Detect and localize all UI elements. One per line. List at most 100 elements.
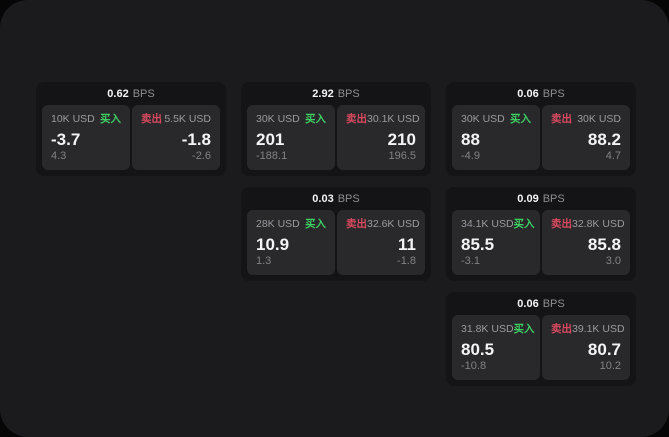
buy-amount: 28K USD <box>256 218 300 230</box>
card-header: 0.06 BPS <box>446 292 636 315</box>
buy-header-row: 28K USD 买入 <box>256 218 326 231</box>
buy-amount: 31.8K USD <box>461 323 514 335</box>
buy-header-row: 30K USD 买入 <box>461 113 531 126</box>
buy-price: 88 <box>461 130 480 149</box>
sell-side-label: 卖出 <box>141 113 162 125</box>
sell-quote-panel[interactable]: 卖出 32.6K USD 11 -1.8 <box>337 210 425 275</box>
sell-sub-value: 4.7 <box>605 150 621 162</box>
bps-value: 0.06 <box>517 297 539 310</box>
quote-panels: 28K USD 买入 10.9 1.3 卖出 32.6K USD 11 -1.8 <box>241 210 431 281</box>
card-header: 0.62 BPS <box>36 82 226 105</box>
buy-quote-panel[interactable]: 30K USD 买入 88 -4.9 <box>452 105 540 170</box>
buy-header-row: 34.1K USD 买入 <box>461 218 535 231</box>
sell-quote-panel[interactable]: 卖出 30K USD 88.2 4.7 <box>542 105 630 170</box>
sell-amount: 32.6K USD <box>367 218 420 230</box>
buy-sub-value: -3.1 <box>461 255 480 267</box>
quote-panels: 30K USD 买入 201 -188.1 卖出 30.1K USD 210 1… <box>241 105 431 176</box>
quote-card: 0.09 BPS 34.1K USD 买入 85.5 -3.1 卖出 32.8K… <box>446 187 636 281</box>
sell-side-label: 卖出 <box>346 113 367 125</box>
sell-header-row: 卖出 32.6K USD <box>346 218 420 231</box>
buy-side-label: 买入 <box>100 113 121 125</box>
quote-card-grid: 0.62 BPS 10K USD 买入 -3.7 4.3 卖出 5.5K USD <box>36 82 636 386</box>
bps-unit: BPS <box>542 87 565 100</box>
sell-header-row: 卖出 5.5K USD <box>141 113 211 126</box>
sell-amount: 30.1K USD <box>367 113 420 125</box>
sell-sub-value: -1.8 <box>397 255 416 267</box>
sell-amount: 32.8K USD <box>572 218 625 230</box>
buy-sub-value: -188.1 <box>256 150 288 162</box>
sell-price: 11 <box>398 235 416 254</box>
bps-value: 0.62 <box>107 87 129 100</box>
bps-value: 0.06 <box>517 87 539 100</box>
buy-price: 80.5 <box>461 340 495 359</box>
sell-quote-panel[interactable]: 卖出 39.1K USD 80.7 10.2 <box>542 315 630 380</box>
sell-side-label: 卖出 <box>551 323 572 335</box>
quote-panels: 34.1K USD 买入 85.5 -3.1 卖出 32.8K USD 85.8… <box>446 210 636 281</box>
sell-header-row: 卖出 30K USD <box>551 113 621 126</box>
bps-value: 0.09 <box>517 192 539 205</box>
sell-sub-value: 196.5 <box>388 150 416 162</box>
quote-card: 0.06 BPS 30K USD 买入 88 -4.9 卖出 30K USD <box>446 82 636 176</box>
buy-price: 85.5 <box>461 235 495 254</box>
buy-header-row: 31.8K USD 买入 <box>461 323 535 336</box>
sell-side-label: 卖出 <box>346 218 367 230</box>
buy-sub-value: -10.8 <box>461 360 487 372</box>
sell-amount: 30K USD <box>577 113 621 125</box>
sell-price: 88.2 <box>587 130 621 149</box>
buy-amount: 30K USD <box>256 113 300 125</box>
buy-side-label: 买入 <box>510 113 531 125</box>
sell-quote-panel[interactable]: 卖出 5.5K USD -1.8 -2.6 <box>132 105 220 170</box>
sell-sub-value: 10.2 <box>599 360 621 372</box>
quote-panels: 30K USD 买入 88 -4.9 卖出 30K USD 88.2 4.7 <box>446 105 636 176</box>
bps-unit: BPS <box>337 87 360 100</box>
sell-price: 80.7 <box>587 340 621 359</box>
quote-card: 0.06 BPS 31.8K USD 买入 80.5 -10.8 卖出 39.1… <box>446 292 636 386</box>
sell-amount: 5.5K USD <box>164 113 211 125</box>
quote-panels: 10K USD 买入 -3.7 4.3 卖出 5.5K USD -1.8 -2.… <box>36 105 226 176</box>
card-header: 0.03 BPS <box>241 187 431 210</box>
bps-value: 0.03 <box>312 192 334 205</box>
sell-amount: 39.1K USD <box>572 323 625 335</box>
sell-price: 210 <box>387 130 416 149</box>
buy-header-row: 30K USD 买入 <box>256 113 326 126</box>
buy-side-label: 买入 <box>513 323 535 335</box>
quote-panels: 31.8K USD 买入 80.5 -10.8 卖出 39.1K USD 80.… <box>446 315 636 386</box>
card-header: 2.92 BPS <box>241 82 431 105</box>
sell-quote-panel[interactable]: 卖出 32.8K USD 85.8 3.0 <box>542 210 630 275</box>
buy-sub-value: 1.3 <box>256 255 272 267</box>
sell-header-row: 卖出 32.8K USD <box>551 218 625 231</box>
sell-price: -1.8 <box>181 130 211 149</box>
quote-card: 0.62 BPS 10K USD 买入 -3.7 4.3 卖出 5.5K USD <box>36 82 226 176</box>
buy-sub-value: -4.9 <box>461 150 480 162</box>
buy-quote-panel[interactable]: 10K USD 买入 -3.7 4.3 <box>42 105 130 170</box>
buy-side-label: 买入 <box>305 113 326 125</box>
buy-quote-panel[interactable]: 28K USD 买入 10.9 1.3 <box>247 210 335 275</box>
buy-price: -3.7 <box>51 130 81 149</box>
sell-side-label: 卖出 <box>551 113 572 125</box>
card-header: 0.06 BPS <box>446 82 636 105</box>
bps-value: 2.92 <box>312 87 334 100</box>
buy-amount: 34.1K USD <box>461 218 514 230</box>
sell-sub-value: -2.6 <box>192 150 211 162</box>
bps-unit: BPS <box>132 87 155 100</box>
sell-header-row: 卖出 30.1K USD <box>346 113 420 126</box>
buy-quote-panel[interactable]: 34.1K USD 买入 85.5 -3.1 <box>452 210 540 275</box>
sell-quote-panel[interactable]: 卖出 30.1K USD 210 196.5 <box>337 105 425 170</box>
bps-unit: BPS <box>542 192 565 205</box>
buy-amount: 30K USD <box>461 113 505 125</box>
buy-amount: 10K USD <box>51 113 95 125</box>
bps-unit: BPS <box>542 297 565 310</box>
quote-card: 2.92 BPS 30K USD 买入 201 -188.1 卖出 30.1K … <box>241 82 431 176</box>
buy-price: 201 <box>256 130 285 149</box>
buy-quote-panel[interactable]: 31.8K USD 买入 80.5 -10.8 <box>452 315 540 380</box>
buy-side-label: 买入 <box>305 218 326 230</box>
buy-side-label: 买入 <box>513 218 535 230</box>
sell-sub-value: 3.0 <box>605 255 621 267</box>
buy-quote-panel[interactable]: 30K USD 买入 201 -188.1 <box>247 105 335 170</box>
card-header: 0.09 BPS <box>446 187 636 210</box>
quote-card: 0.03 BPS 28K USD 买入 10.9 1.3 卖出 32.6K US… <box>241 187 431 281</box>
bps-unit: BPS <box>337 192 360 205</box>
buy-header-row: 10K USD 买入 <box>51 113 121 126</box>
buy-sub-value: 4.3 <box>51 150 67 162</box>
